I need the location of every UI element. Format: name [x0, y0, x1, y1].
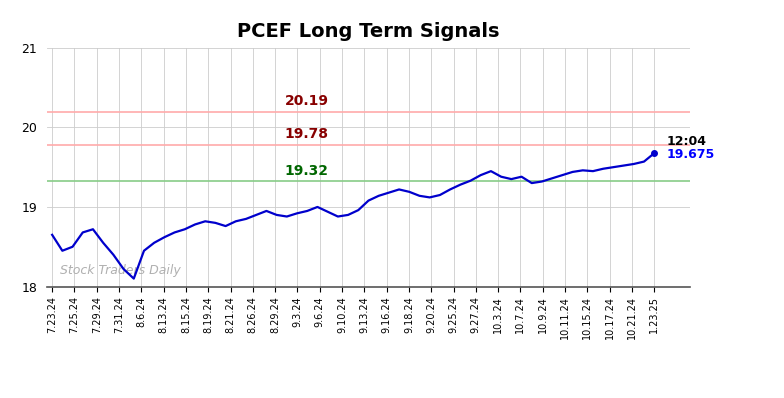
- Text: 19.32: 19.32: [285, 164, 328, 178]
- Text: 19.78: 19.78: [285, 127, 328, 141]
- Text: 19.675: 19.675: [666, 148, 715, 161]
- Text: 12:04: 12:04: [666, 135, 706, 148]
- Title: PCEF Long Term Signals: PCEF Long Term Signals: [238, 21, 499, 41]
- Text: Stock Traders Daily: Stock Traders Daily: [60, 264, 180, 277]
- Text: 20.19: 20.19: [285, 94, 328, 108]
